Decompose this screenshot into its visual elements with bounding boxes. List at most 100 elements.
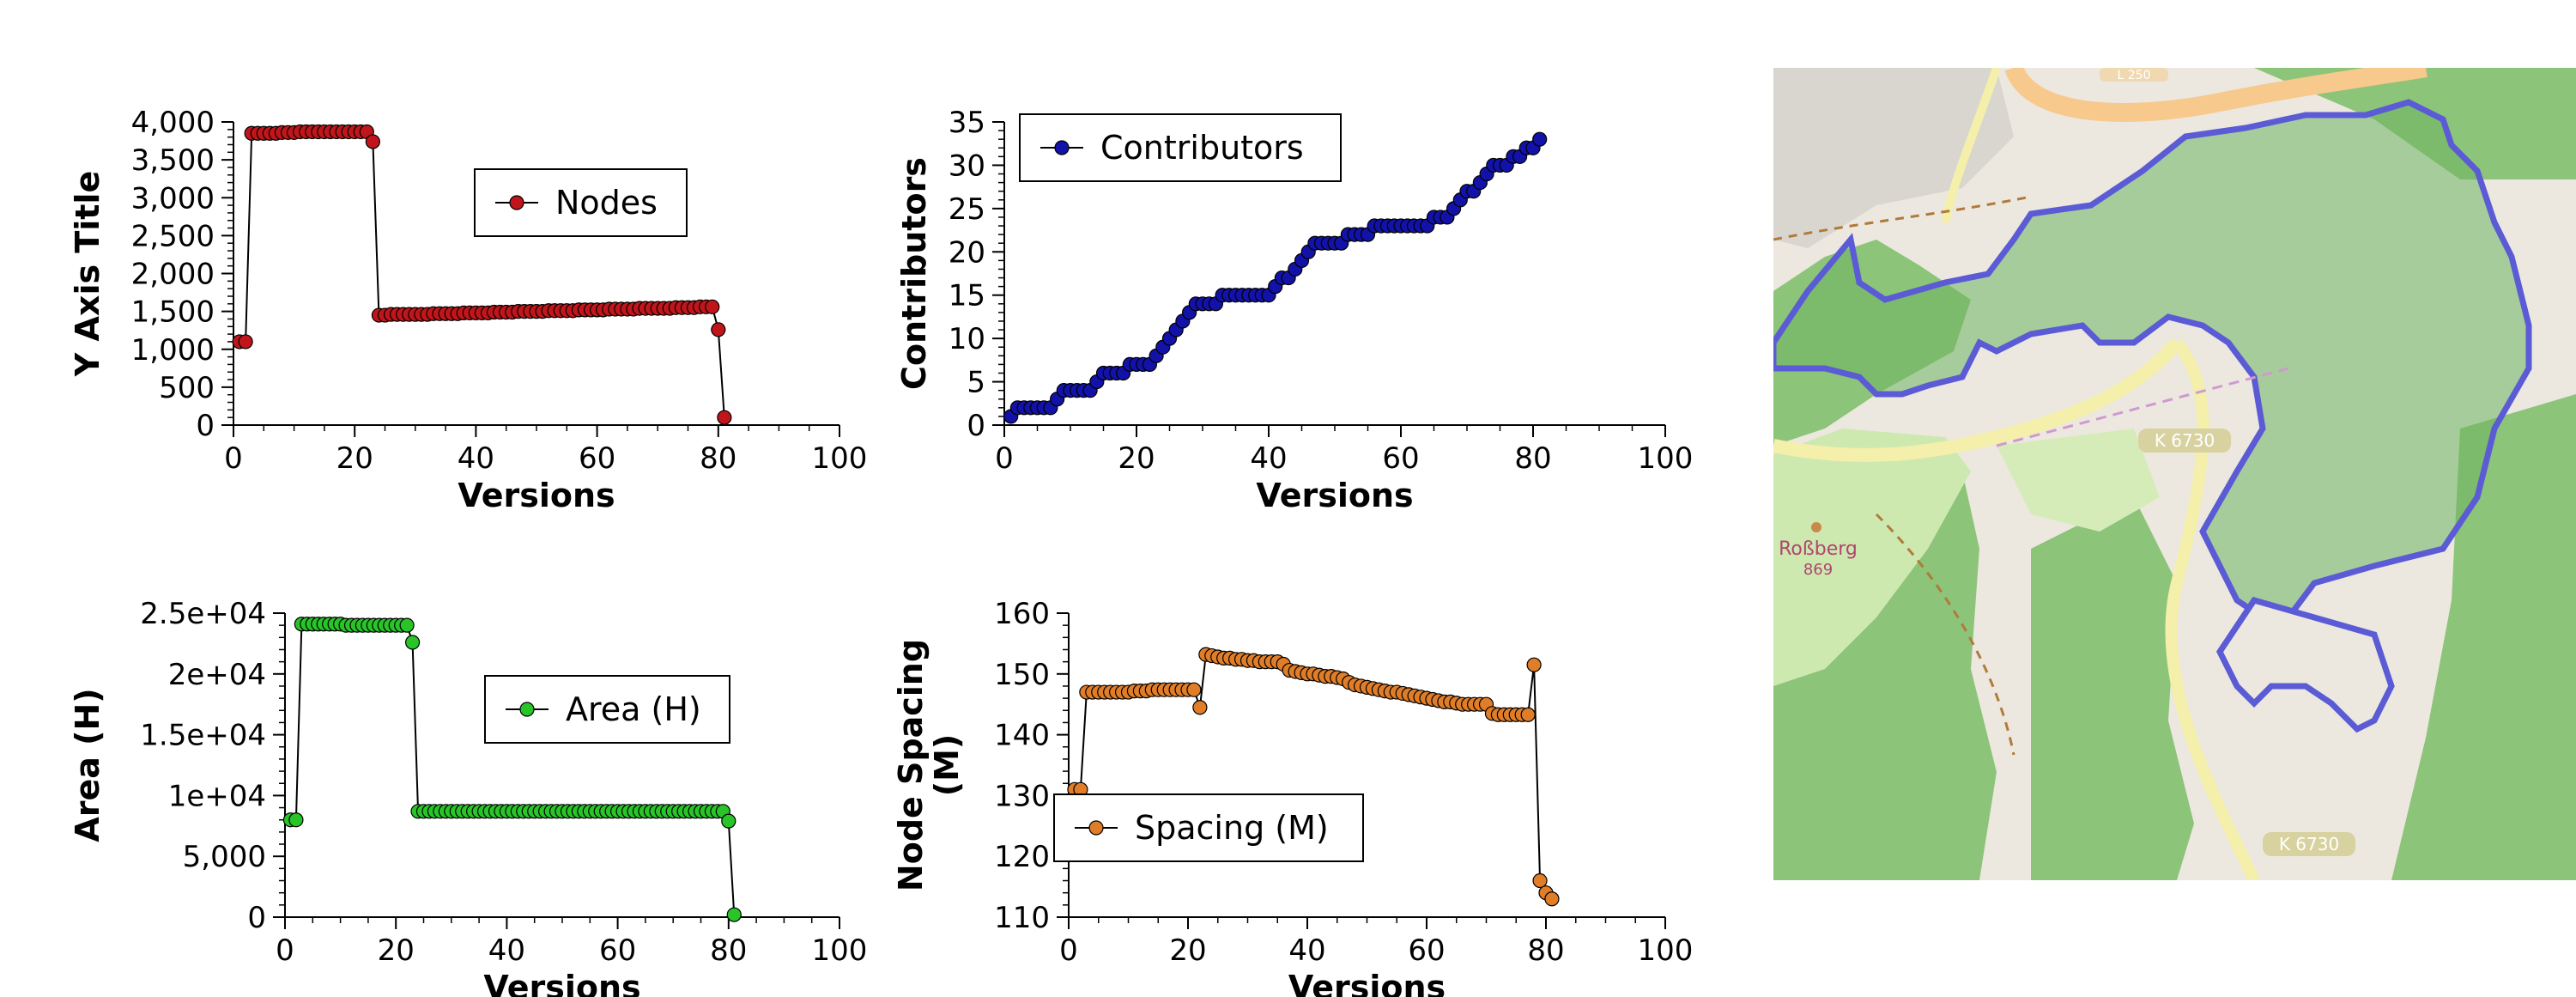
legend-label: Area (H) <box>566 690 701 728</box>
road-label-top: L 250 <box>2118 69 2151 82</box>
chart-panel-contributors: 0 20 40 60 80 100 0 5 10 15 20 25 30 35 Versions Contri… <box>895 106 1693 514</box>
road-label-bottom-bg <box>2263 832 2355 856</box>
y-tick-label: 20 <box>949 235 985 270</box>
map-canvas: K 6730 K 6730 L 250 Roßberg 869 <box>1773 68 2576 880</box>
series-line <box>290 623 736 915</box>
y-tick-label: 120 <box>994 840 1050 874</box>
x-tick-label: 40 <box>1288 933 1325 968</box>
y-tick-label: 150 <box>994 658 1050 692</box>
forest-area-south <box>2031 497 2194 880</box>
data-point <box>404 635 421 650</box>
boundary-polygon[interactable] <box>1773 99 2532 621</box>
forest-area-east <box>2391 394 2576 880</box>
x-tick-label: 60 <box>1408 933 1445 968</box>
x-tick-label: 100 <box>1638 441 1694 476</box>
y-tick-label: 2e+04 <box>168 658 266 692</box>
meadow-area-center <box>1997 429 2160 532</box>
boundary-clearing[interactable] <box>2215 596 2395 733</box>
x-tick-label: 80 <box>1514 441 1551 476</box>
y-tick-label: 3,000 <box>131 181 215 216</box>
data-point <box>726 907 742 922</box>
road-minor-north-west <box>1941 68 2001 223</box>
y-tick-label: 1e+04 <box>168 779 266 813</box>
legend-label: Spacing (M) <box>1135 809 1329 847</box>
x-tick-label: 40 <box>458 441 494 476</box>
y-axis-title: Node Spacing(M) <box>892 639 966 891</box>
data-point <box>1520 707 1536 722</box>
chart-panel-area: 0 20 40 60 80 100 0 5,000 1e+04 1.5e+04 2e+04 2.5e+… <box>69 597 867 997</box>
y-tick-label: 5 <box>967 366 985 400</box>
x-tick-label: 100 <box>812 441 868 476</box>
y-tick-label: 110 <box>994 901 1050 935</box>
x-axis-title: Versions <box>458 477 615 514</box>
y-tick-label: 160 <box>994 597 1050 631</box>
y-tick-label: 0 <box>247 901 266 935</box>
road-label-mid: K 6730 <box>2155 430 2215 451</box>
y-tick-label: 2,500 <box>131 219 215 253</box>
legend-marker <box>519 702 535 717</box>
x-tick-label: 0 <box>224 441 243 476</box>
x-tick-label: 20 <box>378 933 415 968</box>
charts-area: 0 20 40 60 80 10005001,0001,5002,0002,5003,00… <box>69 106 1693 997</box>
y-tick-label: 2,000 <box>131 258 215 292</box>
legend-label: Contributors <box>1100 129 1304 167</box>
y-tick-label: 0 <box>967 409 985 443</box>
x-tick-label: 100 <box>1638 933 1694 968</box>
data-point <box>721 813 736 829</box>
y-tick-label: 2.5e+04 <box>140 597 266 631</box>
map-view[interactable]: K 6730 K 6730 L 250 Roßberg 869 <box>1773 68 2576 880</box>
x-tick-label: 40 <box>488 933 525 968</box>
data-point <box>705 299 720 314</box>
x-tick-label: 0 <box>995 441 1014 476</box>
legend-label: Nodes <box>555 184 658 222</box>
road-minor-k6730 <box>1773 337 2183 462</box>
legend-marker <box>1088 820 1104 836</box>
y-tick-label: 25 <box>949 192 985 227</box>
y-tick-label: 1,500 <box>131 295 215 330</box>
x-tick-label: 80 <box>1527 933 1564 968</box>
x-axis-title: Versions <box>483 969 640 997</box>
x-tick-label: 0 <box>276 933 294 968</box>
y-tick-label: 5,000 <box>183 840 266 874</box>
road-label-mid-bg <box>2138 429 2231 453</box>
peak-elevation: 869 <box>1803 561 1833 579</box>
x-axis-title: Versions <box>1288 969 1446 997</box>
legend-marker <box>1054 140 1070 155</box>
y-axis-title-line: Node Spacing <box>892 639 930 891</box>
x-tick-label: 60 <box>599 933 636 968</box>
x-tick-label: 60 <box>1382 441 1419 476</box>
y-axis-title-line: (M) <box>928 734 966 797</box>
track-path-2 <box>1875 513 2015 756</box>
y-axis-title: Y Axis Title <box>69 171 106 377</box>
y-tick-label: 30 <box>949 149 985 183</box>
y-tick-label: 130 <box>994 779 1050 813</box>
peak-name: Roßberg <box>1779 538 1858 560</box>
data-point <box>1186 682 1202 697</box>
x-tick-label: 20 <box>1169 933 1206 968</box>
road-minor-south <box>2165 338 2260 880</box>
x-tick-label: 40 <box>1250 441 1287 476</box>
y-tick-label: 35 <box>949 106 985 140</box>
x-tick-label: 100 <box>812 933 868 968</box>
y-axis-title: Contributors <box>895 157 933 390</box>
x-tick-label: 20 <box>1118 441 1155 476</box>
road-major-north <box>2004 68 2428 122</box>
y-tick-label: 140 <box>994 719 1050 753</box>
data-point <box>711 322 726 337</box>
y-tick-label: 15 <box>949 279 985 313</box>
y-tick-label: 500 <box>159 371 215 405</box>
urban-area <box>1773 68 2014 248</box>
data-point <box>399 617 415 633</box>
track-path <box>1773 195 2032 241</box>
chart-panel-spacing: 0 20 40 60 80 100 110 120 130 140 150 160 Versions No… <box>892 597 1693 997</box>
y-tick-label: 0 <box>196 409 215 443</box>
y-tick-label: 10 <box>949 322 985 356</box>
x-tick-label: 80 <box>700 441 736 476</box>
data-point <box>365 134 380 149</box>
data-point <box>1532 131 1548 147</box>
road-label-bottom: K 6730 <box>2279 834 2339 854</box>
data-point <box>1526 657 1542 672</box>
data-point <box>1532 872 1548 889</box>
x-axis-title: Versions <box>1256 477 1413 514</box>
